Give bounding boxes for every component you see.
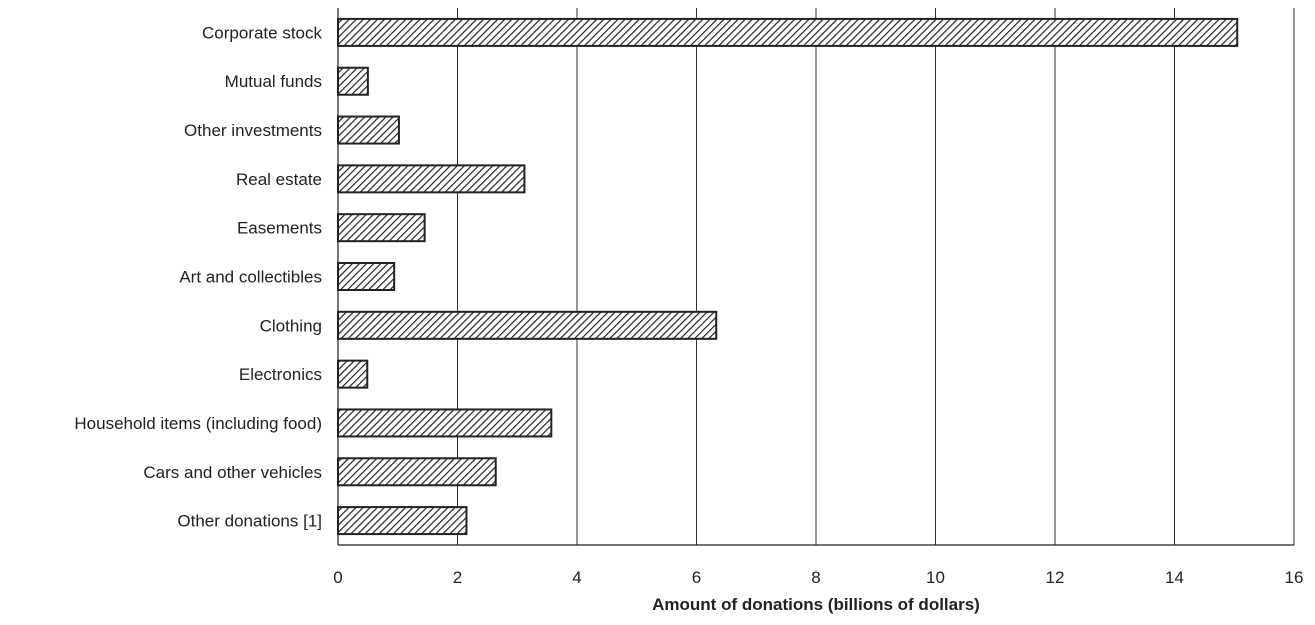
bar-3 — [337, 164, 526, 194]
bar-9 — [337, 457, 497, 487]
bar-8 — [337, 408, 553, 438]
x-tick-label: 4 — [572, 568, 581, 587]
category-label: Household items (including food) — [74, 414, 322, 433]
category-label: Cars and other vehicles — [143, 463, 322, 482]
axes — [337, 8, 1294, 546]
bar-0 — [337, 17, 1239, 47]
category-label: Mutual funds — [225, 72, 322, 91]
bar-2 — [337, 115, 400, 145]
bar-4 — [337, 213, 426, 243]
x-axis-title: Amount of donations (billions of dollars… — [652, 595, 980, 614]
bars — [337, 17, 1239, 536]
category-label: Clothing — [260, 316, 322, 335]
category-label: Easements — [237, 219, 322, 238]
bar-10 — [337, 506, 468, 536]
x-tick-labels: 0 2 4 6 8 10 12 14 16 — [333, 568, 1303, 587]
category-label: Real estate — [236, 170, 322, 189]
x-tick-label: 8 — [811, 568, 820, 587]
gridlines — [457, 8, 1295, 545]
category-label: Electronics — [239, 365, 322, 384]
x-tick-label: 14 — [1165, 568, 1184, 587]
category-label: Other donations [1] — [177, 512, 322, 531]
bar-6 — [337, 310, 718, 340]
category-label: Other investments — [184, 121, 322, 140]
x-tick-label: 16 — [1285, 568, 1304, 587]
category-labels: Corporate stock Mutual funds Other investm… — [74, 23, 322, 530]
x-tick-label: 12 — [1046, 568, 1065, 587]
category-label: Art and collectibles — [179, 268, 322, 287]
x-tick-label: 10 — [926, 568, 945, 587]
x-tick-label: 2 — [453, 568, 462, 587]
bar-1 — [337, 66, 369, 96]
bar-5 — [337, 262, 396, 291]
x-tick-label: 0 — [333, 568, 342, 587]
category-label: Corporate stock — [202, 23, 322, 42]
bar-7 — [337, 359, 369, 389]
x-tick-label: 6 — [692, 568, 701, 587]
